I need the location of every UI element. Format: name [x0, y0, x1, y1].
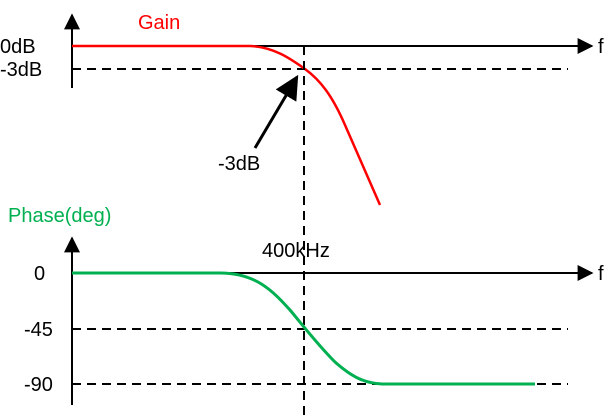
- gain-tick-0db: 0dB: [0, 36, 36, 58]
- annotation-minus3db-label: -3dB: [218, 153, 260, 175]
- phase-curve: [72, 271, 535, 386]
- phase-title: Phase(deg): [8, 205, 111, 227]
- gain-tick-minus3db: -3dB: [0, 59, 42, 81]
- cutoff-frequency-label: 400kHz: [262, 240, 330, 262]
- phase-tick-minus45: -45: [24, 319, 53, 341]
- phase-tick-0: 0: [34, 263, 45, 285]
- gain-title: Gain: [138, 12, 180, 34]
- phase-x-axis-label: f: [598, 263, 604, 285]
- gain-curve: [72, 44, 382, 206]
- phase-tick-minus90: -90: [24, 374, 53, 396]
- gain-x-axis-label: f: [598, 36, 604, 58]
- annotation-arrow: [253, 74, 299, 149]
